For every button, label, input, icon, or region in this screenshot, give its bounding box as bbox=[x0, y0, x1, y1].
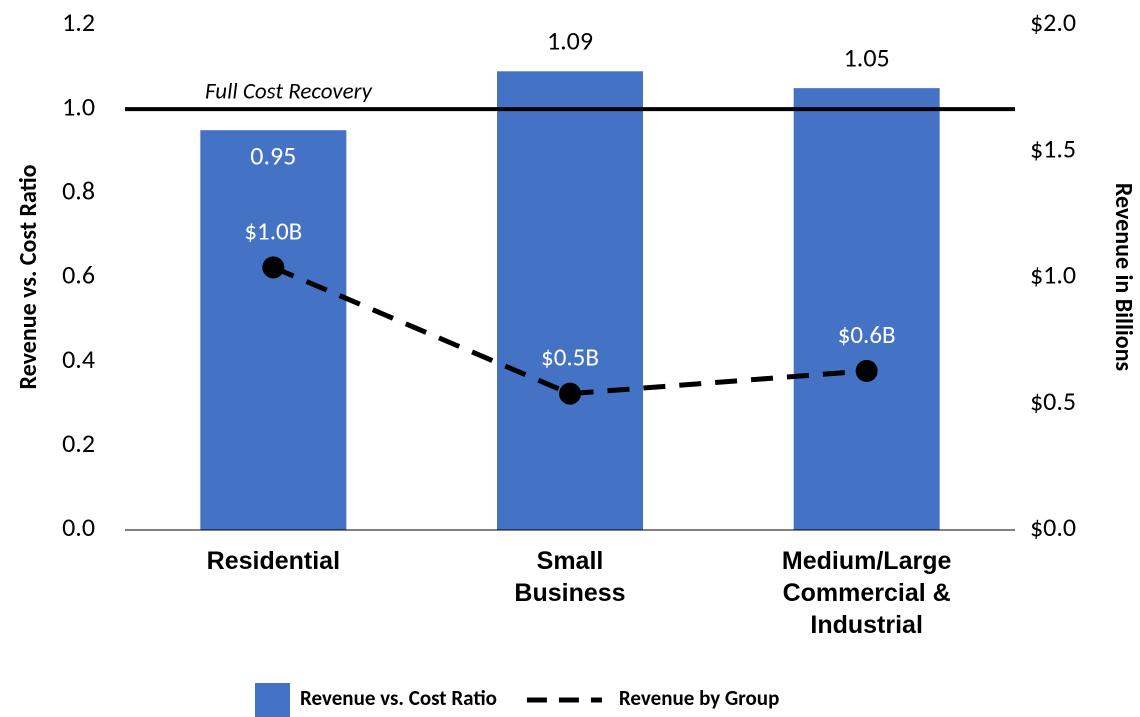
legend-swatch bbox=[255, 683, 290, 717]
line-value-label: $1.0B bbox=[244, 215, 302, 246]
legend-label: Revenue by Group bbox=[619, 685, 779, 711]
y2-tick-label: $1.0 bbox=[1030, 259, 1076, 291]
y-tick-label: 0.2 bbox=[62, 427, 95, 459]
x-tick-label-box: Medium/Large Commercial & Industrial bbox=[781, 547, 952, 639]
line-marker bbox=[559, 382, 581, 405]
y-tick-label: 0.8 bbox=[62, 175, 95, 207]
line bbox=[272, 265, 867, 397]
x-tick-label: Small Business bbox=[514, 547, 626, 607]
y2-tick-label: $1.5 bbox=[1030, 132, 1076, 164]
bar bbox=[497, 71, 643, 531]
y-tick-label: 1.0 bbox=[62, 90, 95, 122]
y2-tick-label: $0.5 bbox=[1030, 385, 1076, 417]
reference-label: Full Cost Recovery bbox=[205, 78, 373, 106]
y2-axis-title: Revenue in Billions bbox=[1109, 183, 1138, 371]
line-marker bbox=[855, 359, 878, 382]
x-tick-label: Residential bbox=[206, 547, 341, 575]
y2-tick-label: $2.0 bbox=[1030, 6, 1076, 38]
bar-value-label: 0.95 bbox=[250, 139, 296, 171]
x-tick-label-box: Residential bbox=[206, 547, 341, 575]
bar-value-label: 1.09 bbox=[547, 24, 593, 56]
y-tick-label: 0.0 bbox=[62, 511, 95, 543]
y2-tick-label: $0.0 bbox=[1030, 511, 1076, 543]
y-tick-label: 0.6 bbox=[62, 259, 95, 291]
legend-label: Revenue vs. Cost Ratio bbox=[300, 685, 497, 711]
y-tick-label: 1.2 bbox=[62, 6, 95, 38]
x-tick-label-box: Small Business bbox=[514, 547, 626, 607]
line-value-label: $0.6B bbox=[838, 319, 896, 350]
bar bbox=[793, 88, 940, 530]
x-tick-label: Medium/Large Commercial & Industrial bbox=[781, 547, 952, 639]
line-marker bbox=[262, 256, 285, 279]
line-value-label: $0.5B bbox=[541, 342, 599, 373]
bar-value-label: 1.05 bbox=[844, 41, 890, 73]
bar bbox=[200, 130, 347, 531]
y-axis-title: Revenue vs. Cost Ratio bbox=[14, 164, 43, 389]
y-tick-label: 0.4 bbox=[62, 343, 95, 375]
